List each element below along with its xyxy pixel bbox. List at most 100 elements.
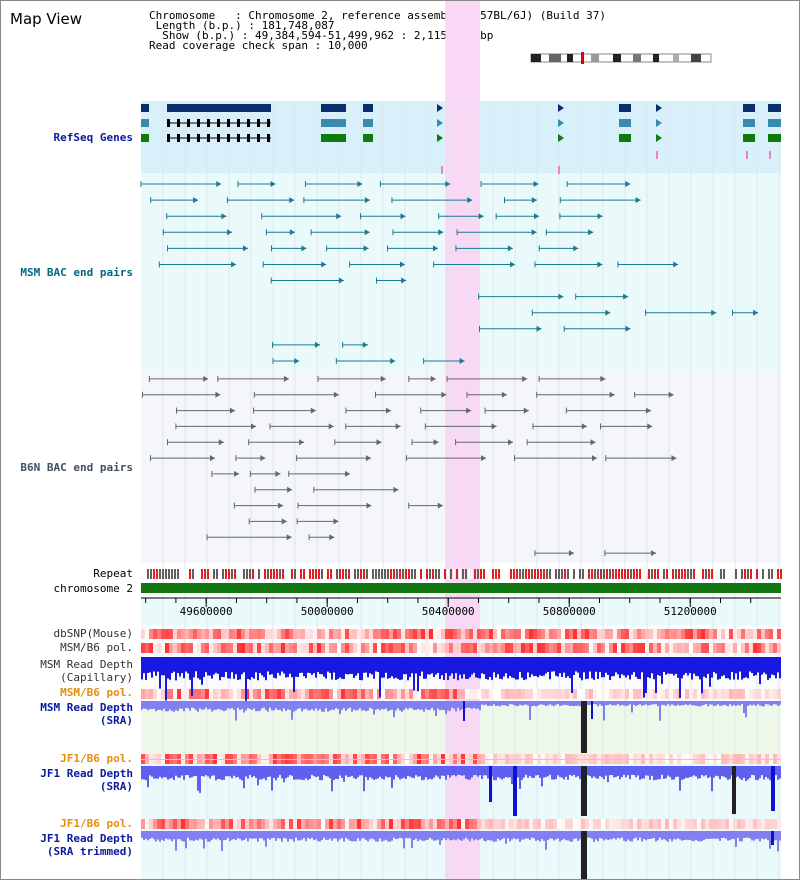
jf1-b6-pol-2-cell [617,819,621,829]
msm-b6-pol-cell [185,643,189,653]
jf1-sra-depth [405,766,407,779]
msm-capillary-depth [239,657,241,680]
track-label-dbsnp[interactable]: dbSNP(Mouse) [53,627,133,640]
jf1-sra-depth [179,766,181,778]
msm-b6-pol-cell [253,643,257,653]
jf1-sra-depth [421,766,423,781]
jf1-sra-depth [265,766,267,781]
repeat-mark [675,569,677,579]
b6n-bac-pair-arrow [581,423,587,430]
dbsnp-cell [513,629,517,639]
dbsnp-cell [645,629,649,639]
jf1-trim-depth [347,831,349,840]
jf1-trim-depth [743,831,745,838]
msm-b6-pol-2-cell [697,689,701,699]
msm-capillary-depth [759,657,761,685]
msm-sra-depth [571,701,573,706]
jf1-sra-depth [183,766,185,780]
msm-b6-pol-cell [617,643,621,653]
msm-b6-pol-2-cell [157,689,161,699]
msm-sra-depth [649,701,651,705]
track-label-repeat[interactable]: Repeat [93,567,133,580]
jf1-sra-depth [397,766,399,778]
jf1-trim-depth [759,831,761,842]
msm-sra-depth [209,701,211,709]
repeat-mark [192,569,194,579]
track-label-jf1-depth-trim[interactable]: JF1 Read Depth [40,832,133,845]
msm-b6-pol-cell [533,643,537,653]
jf1-trim-depth [303,831,305,839]
jf1-sra-depth [531,766,533,778]
jf1-sra-depth [629,766,631,780]
msm-b6-pol-2-cell [693,689,697,699]
repeat-mark [495,569,497,579]
jf1-sra-depth [251,766,253,778]
track-label-msm-b6-pol[interactable]: MSM/B6 pol. [60,641,133,654]
msm-b6-pol-cell [509,643,513,653]
msm-capillary-depth [727,657,729,679]
jf1-trim-depth [369,831,371,840]
jf1-b6-pol-2-cell [625,819,629,829]
jf1-trim-depth [331,831,333,841]
jf1-trim-depth [221,831,223,851]
repeat-mark [618,569,620,579]
msm-capillary-depth [305,657,307,679]
jf1-trim-depth [333,831,335,839]
selected-region-highlight[interactable] [445,1,480,879]
dbsnp-cell [373,629,377,639]
msm-sra-depth [559,701,561,707]
msm-sra-depth [215,701,217,710]
msm-sra-depth [281,701,283,712]
track-label-refseq[interactable]: RefSeq Genes [53,131,133,144]
repeat-mark [501,569,503,579]
jf1-b6-pol-2-cell [525,819,529,829]
track-label-msm-bac[interactable]: MSM BAC end pairs [20,266,133,279]
repeat-mark [642,569,644,579]
repeat-mark [420,569,422,579]
msm-b6-pol-2-cell [553,689,557,699]
msm-sra-depth [325,701,327,709]
jf1-sra-depth [435,766,437,776]
jf1-sra-depth [563,766,565,780]
jf1-b6-pol-2-cell [361,819,365,829]
track-label-msm-depth-capillary[interactable]: MSM Read Depth [40,658,133,671]
msm-capillary-depth [153,657,155,672]
msm-sra-depth [631,701,633,713]
msm-sra-depth [151,701,153,710]
b6n-bac-pair-arrow [523,407,529,414]
dbsnp-cell [157,629,161,639]
jf1-trim-depth [305,831,307,842]
jf1-b6-pol-2-cell [501,819,505,829]
axis-tick-label: 51200000 [664,605,717,618]
track-label-jf1-depth-sra[interactable]: JF1 Read Depth [40,767,133,780]
msm-capillary-depth [643,657,645,698]
msm-b6-pol-2-cell [721,689,725,699]
b6n-bac-pair-arrow [393,486,399,493]
jf1-trim-depth [555,831,557,840]
msm-sra-depth [473,701,475,708]
dbsnp-cell [297,629,301,639]
jf1-b6-pol-2-cell [513,819,517,829]
dbsnp-cell [425,629,429,639]
track-label-msm-b6-pol-2[interactable]: MSM/B6 pol. [60,686,133,699]
msm-sra-depth [681,701,683,706]
msm-capillary-depth [183,657,185,679]
jf1-sra-depth [477,766,479,777]
msm-capillary-depth [675,657,677,674]
repeat-mark [510,569,512,579]
track-label-jf1-b6-pol[interactable]: JF1/B6 pol. [60,752,133,765]
msm-capillary-depth [171,657,173,674]
msm-b6-pol-2-cell [465,689,469,699]
msm-sra-depth [297,701,299,709]
track-label-jf1-b6-pol-2[interactable]: JF1/B6 pol. [60,817,133,830]
jf1-trim-depth [295,831,297,838]
dbsnp-cell [225,629,229,639]
jf1-trim-depth [529,831,531,840]
jf1-sra-depth [207,766,209,777]
jf1-sra-depth [433,766,435,778]
jf1-sra-depth [379,766,381,777]
dbsnp-cell [529,629,533,639]
track-label-msm-depth-sra[interactable]: MSM Read Depth [40,701,133,714]
track-label-b6n-bac[interactable]: B6N BAC end pairs [20,461,133,474]
